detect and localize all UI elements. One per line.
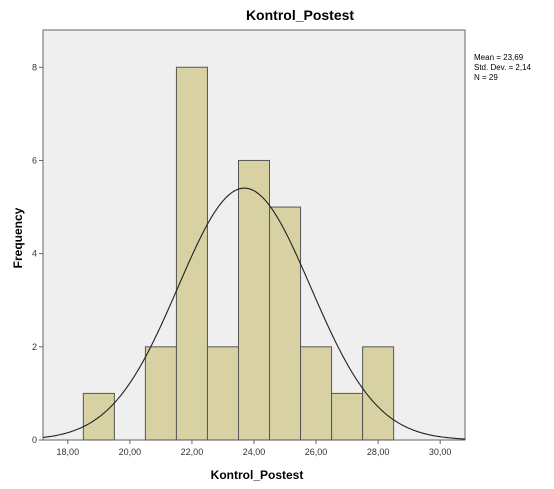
y-tick-label-2: 4 bbox=[32, 249, 37, 259]
statistics-box: Mean = 23,69 Std. Dev. = 2,14 N = 29 bbox=[474, 53, 532, 82]
x-tick-label-3: 24,00 bbox=[243, 447, 266, 457]
x-tick-label-4: 26,00 bbox=[305, 447, 328, 457]
y-tick-label-0: 0 bbox=[32, 435, 37, 445]
x-tick-label-0: 18,00 bbox=[57, 447, 80, 457]
stat-mean: Mean = 23,69 bbox=[474, 53, 524, 62]
histogram-bar-1 bbox=[144, 346, 177, 441]
y-tick-label-1: 2 bbox=[32, 342, 37, 352]
histogram-bar-2 bbox=[175, 66, 208, 441]
histogram-bar-3 bbox=[206, 346, 239, 441]
histogram-bar-5 bbox=[269, 206, 302, 441]
x-tick-label-6: 30,00 bbox=[429, 447, 452, 457]
histogram-bar-6 bbox=[300, 346, 333, 441]
chart-title: Kontrol_Postest bbox=[246, 7, 354, 23]
stat-std-dev: Std. Dev. = 2,14 bbox=[474, 63, 532, 72]
x-axis-ticks: 18,00 20,00 22,00 24,00 26,00 28,00 30,00 bbox=[57, 440, 452, 457]
histogram-bar-4 bbox=[237, 159, 271, 441]
y-tick-label-4: 8 bbox=[32, 62, 37, 72]
x-tick-label-1: 20,00 bbox=[119, 447, 142, 457]
stat-n: N = 29 bbox=[474, 73, 498, 82]
x-axis-label: Kontrol_Postest bbox=[211, 468, 304, 482]
histogram-bars bbox=[82, 66, 395, 441]
x-tick-label-5: 28,00 bbox=[367, 447, 390, 457]
y-axis-ticks: 0 2 4 6 8 bbox=[32, 62, 43, 445]
normal-curve bbox=[42, 187, 466, 440]
histogram-bar-7 bbox=[331, 392, 364, 441]
x-tick-label-2: 22,00 bbox=[181, 447, 204, 457]
y-axis-label: Frequency bbox=[11, 207, 25, 268]
histogram-bar-8 bbox=[362, 346, 395, 441]
y-tick-label-3: 6 bbox=[32, 155, 37, 165]
